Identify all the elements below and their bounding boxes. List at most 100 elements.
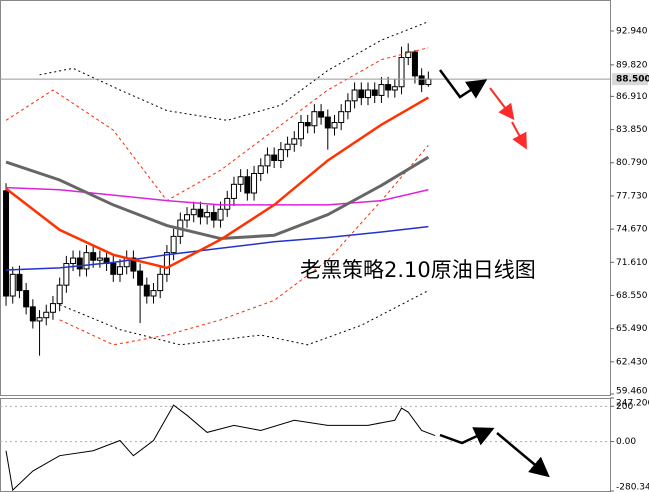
candle-body (237, 176, 244, 185)
y-tick-label: 65.490 (616, 324, 648, 334)
candle-body (284, 143, 291, 151)
candle-body (9, 273, 16, 297)
y-tick-label: 200 (616, 402, 633, 412)
candle-body (365, 89, 372, 99)
candle-body (418, 75, 425, 86)
arrow (496, 432, 550, 478)
candle-body (224, 197, 231, 210)
candle-body (257, 165, 264, 174)
y-tick-label: 0.00 (616, 437, 636, 447)
y-tick-label: 86.910 (616, 92, 648, 102)
candle-body (43, 311, 50, 319)
arrow (511, 121, 527, 150)
current-price-label: 88.500 (616, 75, 649, 85)
y-tick-label: 83.850 (616, 125, 648, 135)
candle-body (210, 212, 217, 221)
candle-body (56, 284, 63, 305)
candle-body (190, 208, 197, 216)
indicator-line (5, 155, 430, 241)
candle-body (318, 111, 325, 118)
indicator-line (59, 144, 429, 346)
candle-body (143, 284, 150, 297)
candle-body (217, 208, 224, 221)
indicator-line (6, 186, 429, 206)
candle-body (90, 252, 97, 261)
candle-body (197, 208, 204, 218)
candle-body (244, 176, 251, 194)
y-tick-label: 80.790 (616, 158, 648, 168)
y-tick-label: 77.730 (616, 191, 648, 201)
current-price-box (612, 73, 648, 86)
candle-body (29, 306, 36, 322)
candle-body (411, 51, 418, 77)
candle-body (116, 266, 123, 275)
cci-frame (0, 398, 611, 492)
candle-body (251, 172, 258, 194)
candle-body (391, 86, 398, 91)
candle-body (378, 84, 385, 96)
candle-body (110, 262, 117, 275)
y-tick-label: 71.610 (616, 258, 648, 268)
arrow (489, 87, 515, 121)
candle-body (36, 317, 43, 322)
candle-body (150, 290, 157, 297)
candle-body (371, 89, 378, 96)
candle-body (70, 257, 77, 264)
candle-body (311, 111, 318, 127)
candle-body (230, 183, 237, 199)
indicator-line (59, 290, 429, 346)
y-tick-label: 247.206 (616, 399, 649, 409)
candle-body (76, 257, 83, 270)
candle-body (398, 56, 405, 88)
cci-line (5, 404, 436, 492)
indicator-line (6, 225, 429, 271)
candle-body (291, 138, 298, 145)
candle-body (385, 84, 392, 91)
candle-body (184, 214, 191, 221)
candle-body (23, 290, 30, 308)
candle-body (170, 235, 177, 254)
arrow (439, 427, 495, 446)
main-frame (0, 0, 611, 396)
candle-body (49, 303, 56, 313)
y-tick-label: 89.820 (616, 60, 648, 70)
annotation: 老黑策略2.10原油日线图 (300, 258, 536, 282)
candle-body (351, 89, 358, 102)
arrow (438, 69, 488, 99)
candle-body (425, 78, 432, 86)
candle-body (96, 257, 103, 261)
y-tick-label: 74.670 (616, 225, 648, 235)
candle-body (324, 116, 331, 129)
y-tick-label: -280.34 (616, 483, 649, 492)
candle-body (338, 111, 345, 124)
candle-body (264, 154, 271, 167)
indicator-line (39, 21, 429, 121)
candle-body (16, 273, 23, 292)
y-tick-label: 92.940 (616, 27, 648, 37)
candle-body (405, 51, 412, 58)
candle-body (331, 122, 338, 129)
candle-body (63, 262, 70, 286)
candle-body (83, 252, 90, 270)
candle-body (277, 149, 284, 161)
candle-body (358, 89, 365, 99)
candle-body (163, 252, 170, 275)
candle-body (271, 154, 278, 161)
candle-body (137, 270, 144, 286)
indicator-line (5, 47, 429, 202)
cci-panel: 247.206200 0.00 -280.34 (0, 397, 649, 492)
candle-body (157, 273, 164, 292)
y-tick-label: 59.460 (616, 387, 648, 397)
price-panel: 92.940 89.820 86.910 83.850 80.790 77.730 74.6… (0, 21, 649, 397)
candle-body (204, 212, 211, 218)
candle-body (130, 257, 137, 272)
candle-body (304, 122, 311, 127)
y-tick-label: 68.550 (616, 291, 648, 301)
candle-body (3, 190, 10, 297)
candle-body (344, 100, 351, 113)
candle-body (297, 122, 304, 140)
indicator-line (5, 96, 429, 270)
y-tick-label: 62.430 (616, 357, 648, 367)
